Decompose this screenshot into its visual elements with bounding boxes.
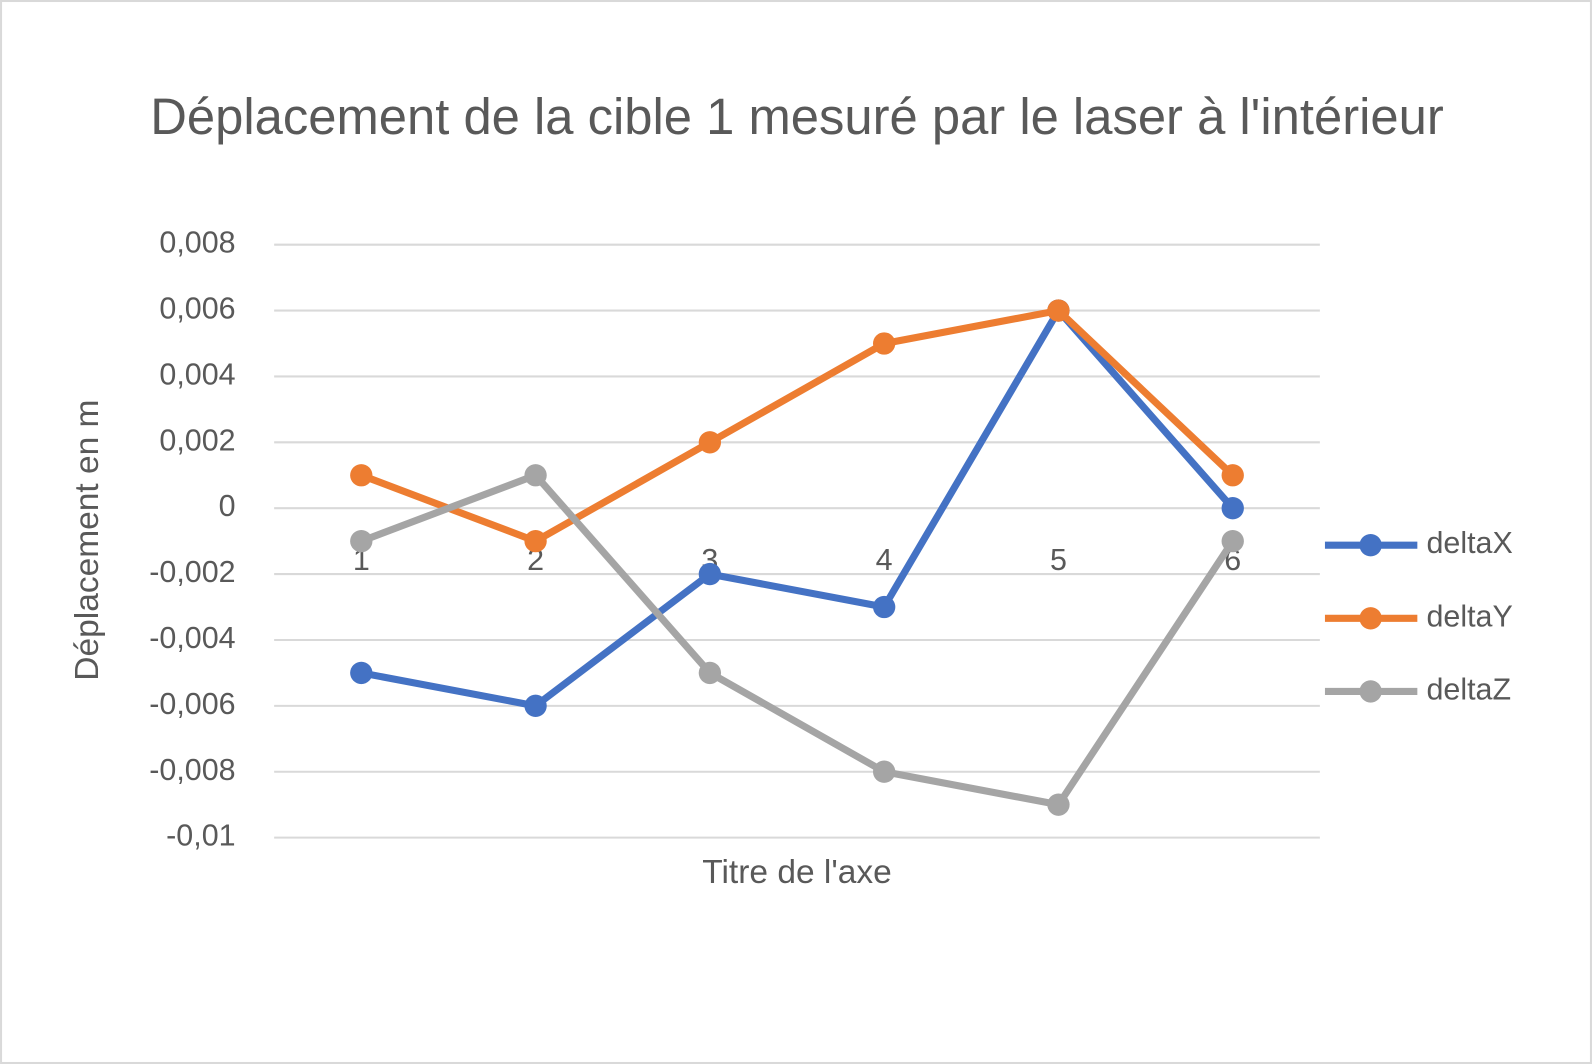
- data-point: [698, 431, 722, 454]
- legend-item: deltaX: [1324, 526, 1513, 560]
- y-tick-label: -0,004: [149, 621, 235, 655]
- legend-marker: [1359, 680, 1382, 703]
- data-point: [1221, 464, 1244, 487]
- y-tick-label: 0,002: [159, 423, 235, 457]
- x-axis-title: Titre de l'axe: [702, 854, 891, 891]
- y-axis-title: Déplacement en m: [69, 400, 106, 681]
- title-container: Déplacement de la cible 1 mesuré par le …: [150, 88, 1444, 146]
- x-tick-label: 5: [1050, 543, 1067, 577]
- x-tick-label: 1: [353, 543, 370, 577]
- chart-title: Déplacement de la cible 1 mesuré par le …: [150, 88, 1444, 146]
- data-point: [524, 529, 547, 553]
- y-tick-label: -0,006: [149, 687, 235, 721]
- legend-marker: [1359, 534, 1382, 557]
- y-tick-label: -0,002: [149, 555, 235, 589]
- data-point: [872, 595, 896, 619]
- y-tick-label: -0,008: [149, 753, 235, 787]
- y-tick-label: 0: [219, 489, 236, 523]
- data-point: [350, 661, 373, 685]
- data-point: [872, 332, 896, 355]
- series-line: [360, 307, 1236, 545]
- data-point: [1047, 793, 1070, 816]
- x-tick-label: 2: [527, 543, 544, 577]
- legend-item: deltaY: [1324, 599, 1513, 633]
- legend-label: deltaZ: [1426, 672, 1511, 706]
- data-point: [1047, 299, 1070, 322]
- legend-marker: [1359, 607, 1382, 630]
- data-point: [524, 464, 547, 487]
- data-point: [698, 661, 722, 685]
- data-point: [698, 562, 722, 586]
- plot-area: [350, 299, 1244, 816]
- data-point: [350, 464, 373, 487]
- x-tick-label: 4: [876, 543, 893, 577]
- series-line: [360, 471, 1236, 809]
- y-tick-label: -0,01: [166, 819, 235, 853]
- data-point: [1221, 529, 1244, 553]
- y-tick-label: 0,006: [159, 292, 235, 326]
- y-tick-label: 0,008: [159, 226, 235, 260]
- y-tick-label: 0,004: [159, 357, 235, 391]
- legend-label: deltaX: [1426, 526, 1512, 560]
- data-point: [350, 529, 373, 553]
- data-point: [872, 760, 896, 783]
- legend-item: deltaZ: [1324, 672, 1511, 706]
- series-line: [360, 307, 1236, 710]
- legend-label: deltaY: [1426, 599, 1512, 633]
- data-point: [524, 694, 547, 718]
- data-point: [1221, 497, 1244, 520]
- legend: deltaX deltaY deltaZ: [1324, 526, 1513, 706]
